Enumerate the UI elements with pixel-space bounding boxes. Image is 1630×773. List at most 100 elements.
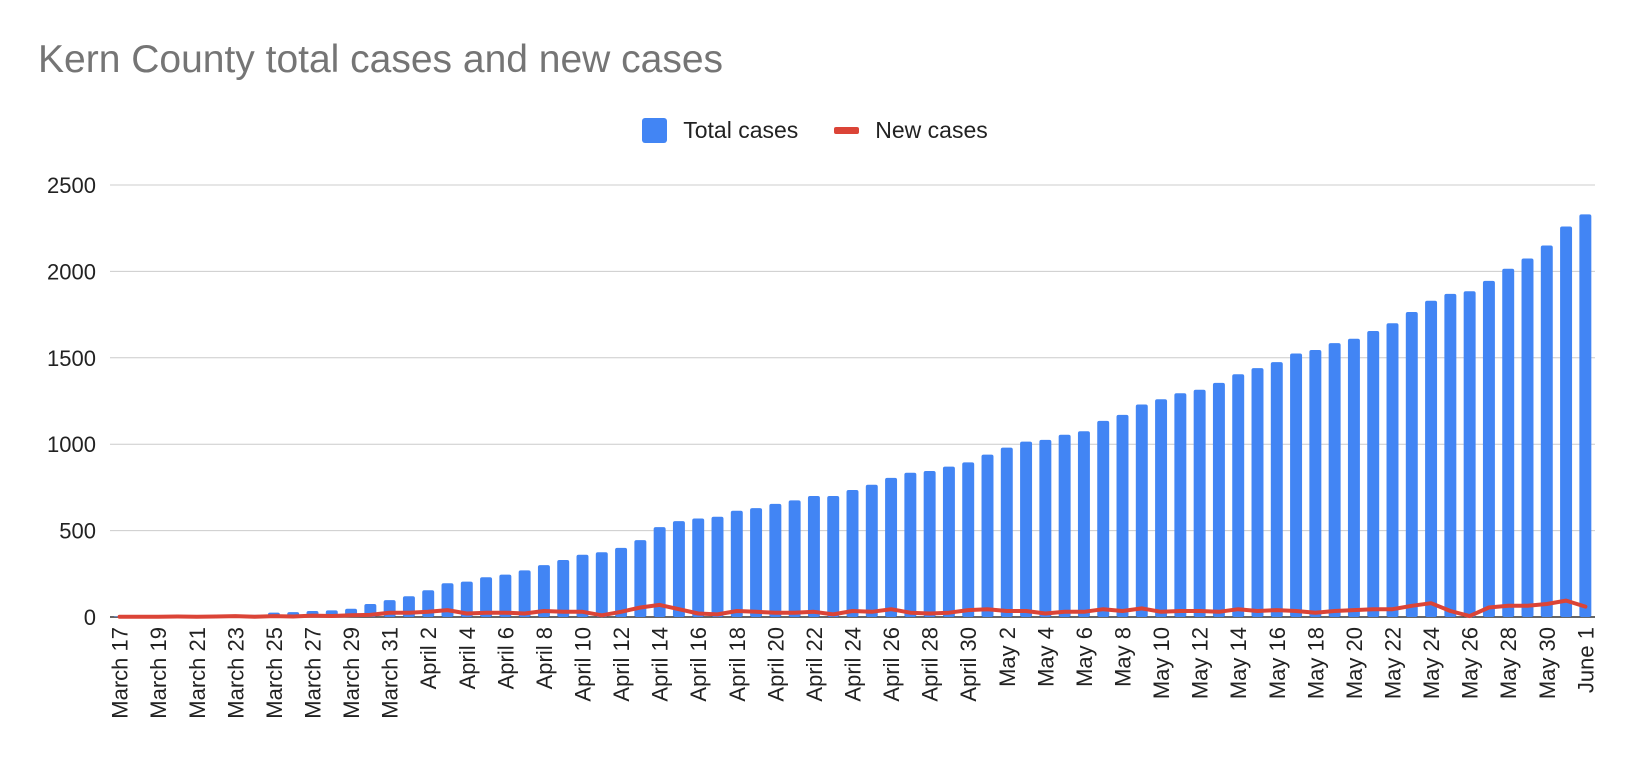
x-tick-label: April 22 <box>802 627 827 702</box>
point-new-cases <box>889 607 893 611</box>
bar-total-cases <box>730 510 743 617</box>
x-tick-label: April 24 <box>841 627 866 702</box>
bar-total-cases <box>1251 368 1264 617</box>
x-tick-label: April 14 <box>648 627 673 702</box>
x-tick-label: April 10 <box>571 627 596 702</box>
point-new-cases <box>1333 609 1337 613</box>
bar-total-cases <box>1405 312 1418 617</box>
point-new-cases <box>581 610 584 614</box>
bar-total-cases <box>1270 362 1283 617</box>
point-new-cases <box>793 611 797 615</box>
point-new-cases <box>638 605 642 609</box>
bar-total-cases <box>1135 404 1148 617</box>
bar-total-cases <box>615 547 628 617</box>
bar-total-cases <box>981 454 994 617</box>
bar-total-cases <box>1560 226 1573 618</box>
bar-total-cases <box>1521 258 1534 617</box>
bar-total-cases <box>557 559 570 617</box>
bar-total-cases <box>1482 280 1495 617</box>
point-new-cases <box>600 613 604 617</box>
bar-total-cases <box>1425 300 1438 617</box>
point-new-cases <box>1159 610 1163 614</box>
bar-total-cases <box>595 552 608 617</box>
point-new-cases <box>484 611 488 615</box>
point-new-cases <box>349 613 353 617</box>
x-tick-label: May 10 <box>1149 627 1174 699</box>
point-new-cases <box>561 610 565 614</box>
point-new-cases <box>1564 599 1568 603</box>
bars-total-cases <box>113 214 1592 618</box>
point-new-cases <box>176 614 179 618</box>
x-axis-ticks: March 17 March 19 March 21 March 23 March 25… <box>108 627 1599 719</box>
y-tick-label: 1000 <box>47 432 96 457</box>
legend-swatch-new-cases <box>834 126 860 134</box>
point-new-cases <box>1256 609 1259 613</box>
point-new-cases <box>214 614 218 618</box>
point-new-cases <box>1352 608 1356 612</box>
point-new-cases <box>503 611 507 615</box>
x-tick-label: May 28 <box>1496 627 1521 699</box>
point-new-cases <box>1236 607 1240 611</box>
bar-total-cases <box>1463 291 1476 617</box>
y-tick-label: 2500 <box>47 173 96 198</box>
legend-item-total-cases[interactable]: Total cases <box>642 117 798 144</box>
point-new-cases <box>735 609 739 613</box>
point-new-cases <box>1371 607 1375 611</box>
bar-total-cases <box>1232 374 1245 617</box>
bar-total-cases <box>1058 434 1071 617</box>
legend-label-total-cases: Total cases <box>683 116 799 143</box>
x-tick-label: May 18 <box>1303 627 1328 699</box>
bar-total-cases <box>807 496 820 617</box>
point-new-cases <box>233 614 237 618</box>
x-tick-label: May 22 <box>1381 627 1406 699</box>
legend-swatch-total-cases <box>642 117 668 143</box>
x-tick-label: April 2 <box>416 627 441 689</box>
y-tick-label: 500 <box>59 519 96 544</box>
x-tick-label: March 25 <box>262 627 287 719</box>
point-new-cases <box>1526 604 1529 608</box>
x-tick-label: May 24 <box>1419 627 1444 699</box>
x-tick-label: April 26 <box>879 627 904 702</box>
bar-total-cases <box>499 574 512 617</box>
point-new-cases <box>716 612 719 616</box>
point-new-cases <box>523 612 527 616</box>
bar-total-cases <box>1097 420 1110 617</box>
y-tick-label: 1500 <box>47 346 96 371</box>
point-new-cases <box>1448 609 1452 613</box>
bar-total-cases <box>1039 439 1052 617</box>
bar-total-cases <box>1386 323 1399 617</box>
point-new-cases <box>1294 609 1298 613</box>
legend-item-new-cases[interactable]: New cases <box>834 116 988 144</box>
point-new-cases <box>1217 610 1221 614</box>
bar-total-cases <box>1155 399 1168 617</box>
x-tick-label: April 12 <box>609 627 634 702</box>
bar-total-cases <box>634 540 647 617</box>
point-new-cases <box>330 614 334 618</box>
bar-total-cases <box>1367 331 1380 617</box>
bar-total-cases <box>1212 382 1225 617</box>
point-new-cases <box>1063 610 1067 614</box>
bar-total-cases <box>1020 441 1033 617</box>
bar-total-cases <box>518 570 531 617</box>
point-new-cases <box>368 613 372 617</box>
y-tick-label: 2000 <box>47 259 96 284</box>
bar-total-cases <box>788 500 801 617</box>
x-tick-label: May 26 <box>1458 627 1483 699</box>
bar-total-cases <box>653 527 666 617</box>
x-tick-label: April 4 <box>455 627 480 689</box>
bar-total-cases <box>480 577 493 617</box>
bar-total-cases <box>885 477 898 617</box>
point-new-cases <box>947 611 951 615</box>
x-tick-label: March 31 <box>378 627 403 719</box>
point-new-cases <box>812 610 816 614</box>
bar-total-cases <box>1000 447 1013 617</box>
legend-label-new-cases: New cases <box>875 116 988 143</box>
point-new-cases <box>1140 606 1144 610</box>
x-tick-label: May 2 <box>995 627 1020 687</box>
bar-total-cases <box>1077 431 1090 617</box>
point-new-cases <box>253 615 257 619</box>
y-axis-ticks: 0 500 1000 1500 2000 2500 <box>47 173 96 630</box>
bar-total-cases <box>769 503 782 617</box>
point-new-cases <box>1487 605 1491 609</box>
x-tick-label: April 20 <box>763 627 788 702</box>
